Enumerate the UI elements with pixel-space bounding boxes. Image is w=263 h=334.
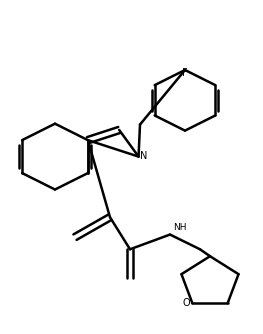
Text: O: O bbox=[182, 298, 190, 308]
Text: NH: NH bbox=[173, 223, 186, 232]
Text: N: N bbox=[140, 151, 147, 161]
Text: F: F bbox=[182, 68, 188, 78]
